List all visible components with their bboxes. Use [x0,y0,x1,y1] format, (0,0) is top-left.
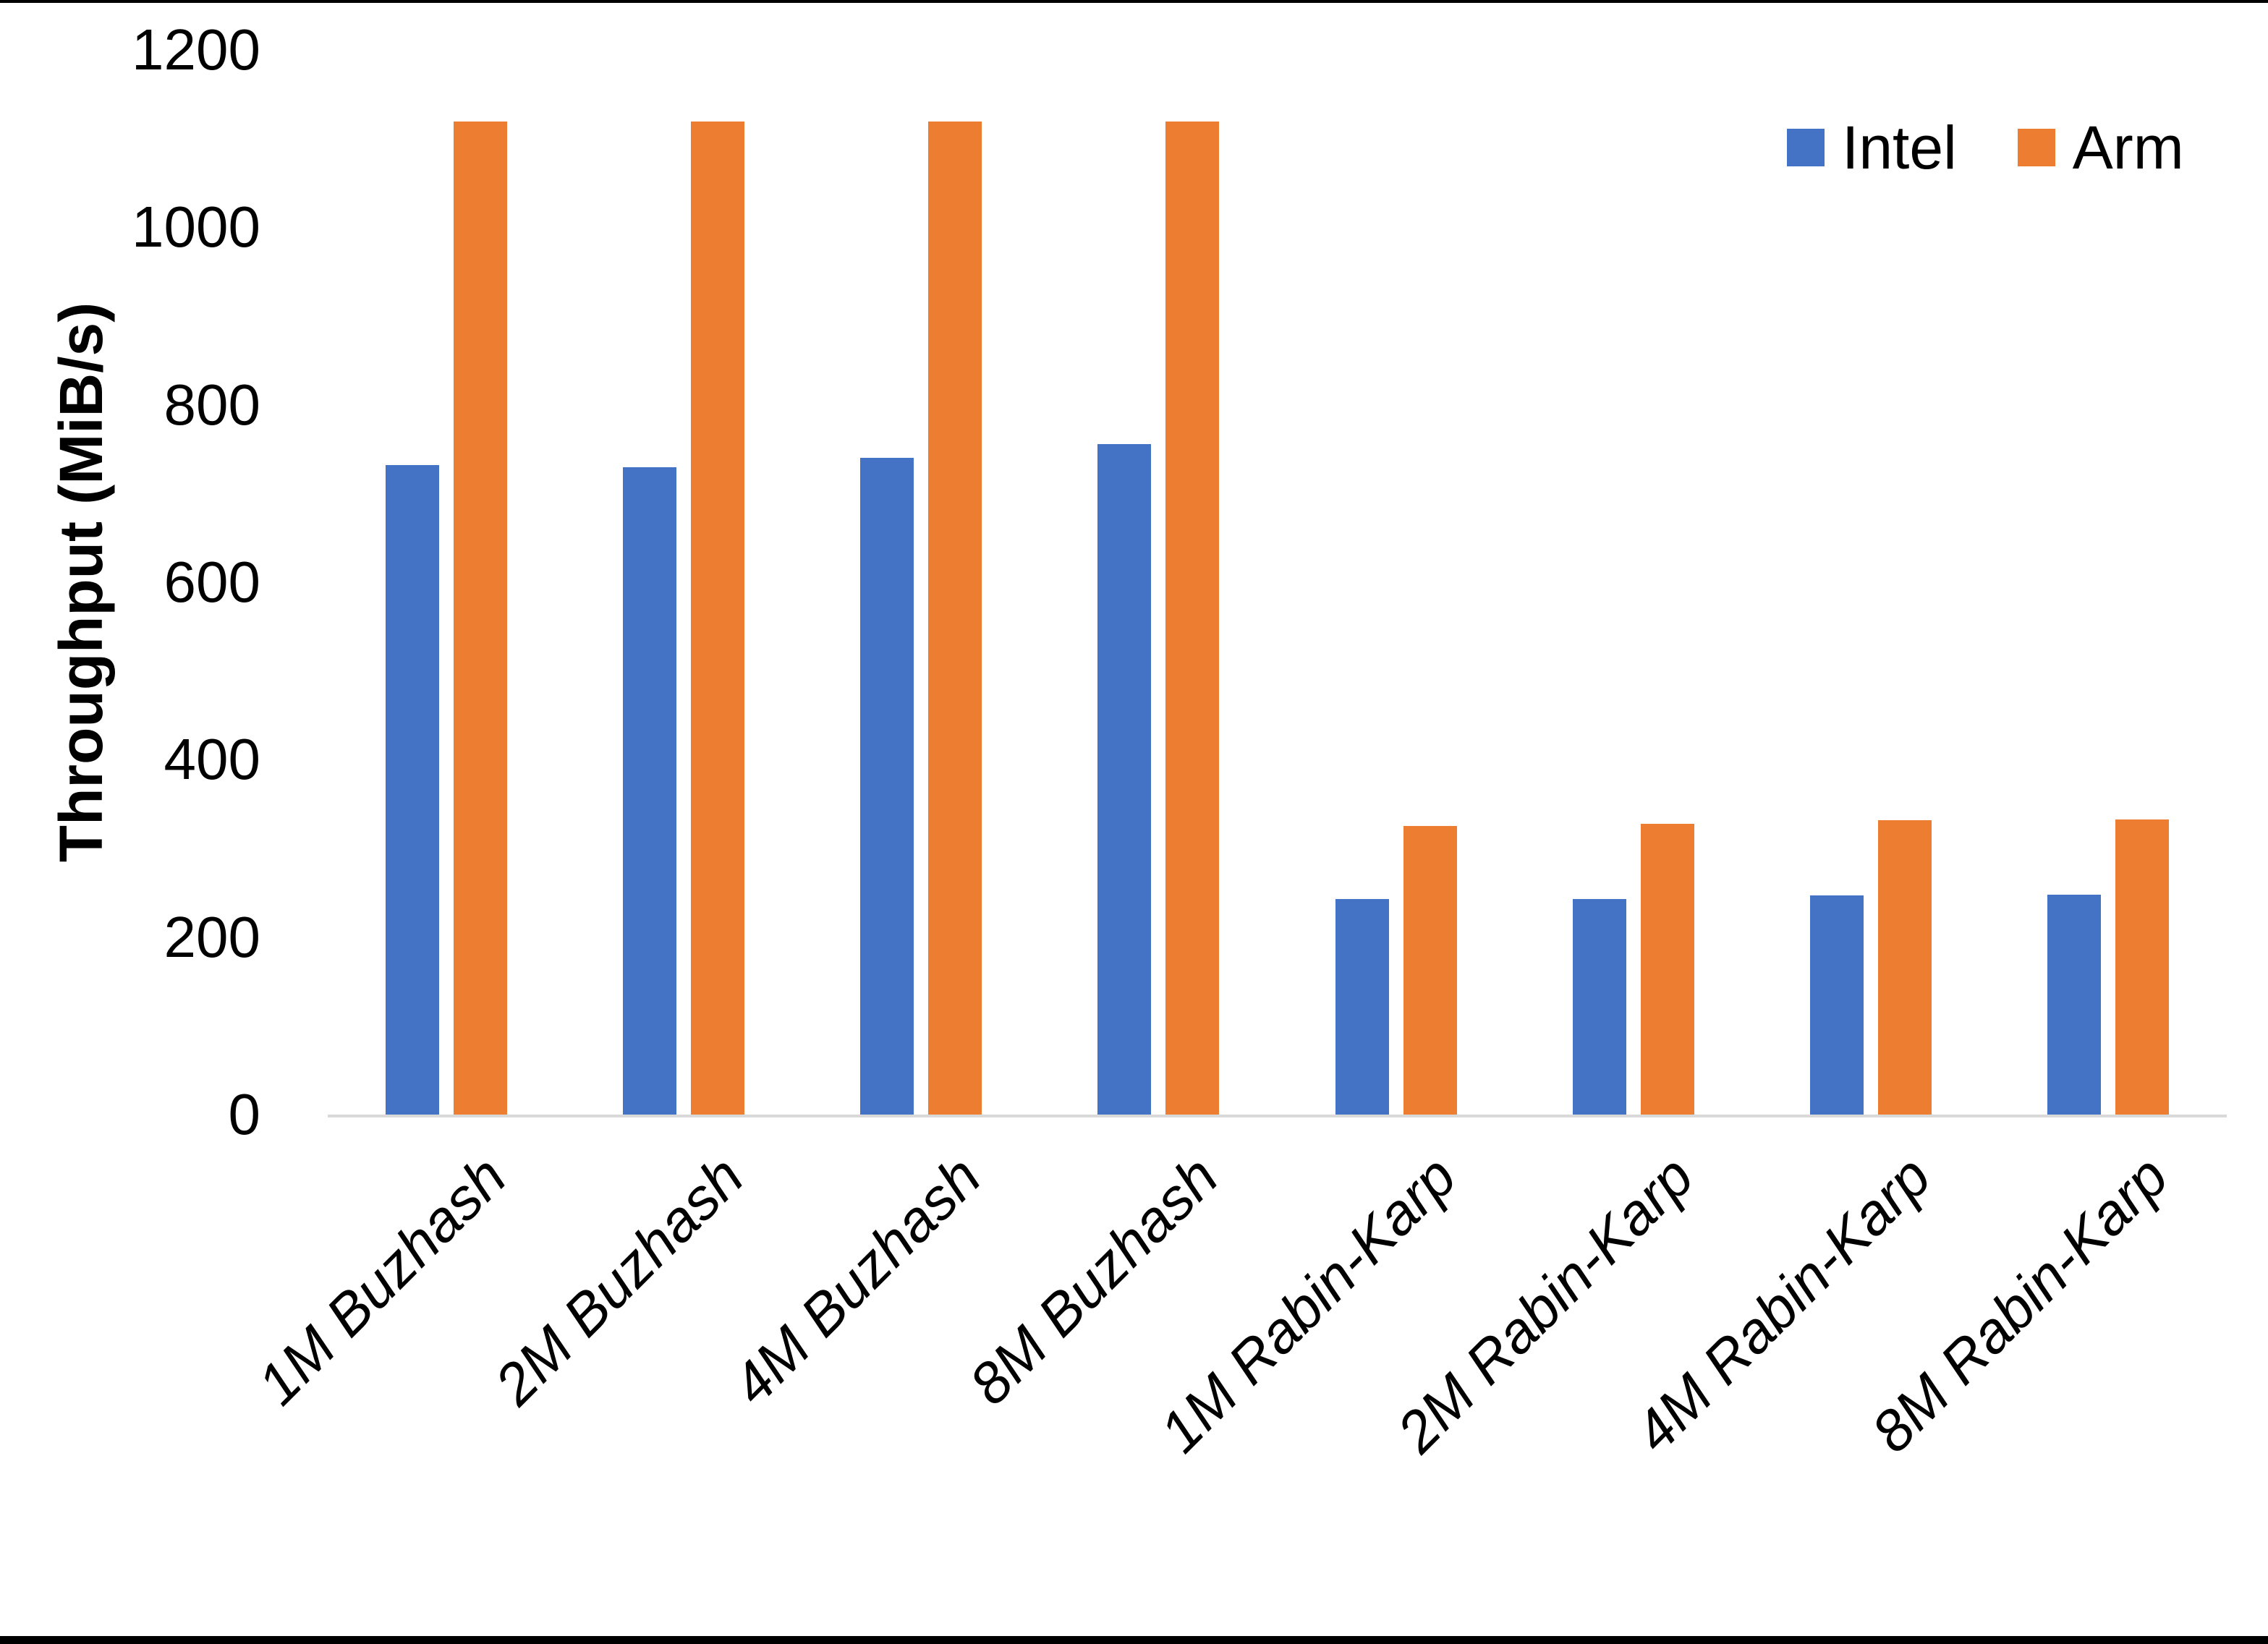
bottom-edge-line [0,1636,2268,1644]
bar-intel-2m-buzhash [623,467,677,1115]
bar-series-area [328,50,2227,1115]
x-label-slot: 8M Rabin-Karp [1859,1143,2268,1464]
y-tick-label-400: 400 [163,727,260,792]
bar-group-4m-buzhash [802,50,1040,1115]
bar-arm-8m-buzhash [1165,122,1220,1115]
bar-intel-4m-rabin-karp [1809,895,1864,1115]
plot-area [328,50,2227,1117]
bar-intel-2m-rabin-karp [1572,898,1626,1115]
bar-group-4m-rabin-karp [1752,50,1989,1115]
legend-swatch-arm [2017,129,2055,166]
bar-intel-1m-rabin-karp [1335,898,1389,1115]
legend-label-arm: Arm [2072,114,2184,182]
bar-arm-2m-rabin-karp [1640,823,1694,1115]
y-tick-label-200: 200 [163,904,260,969]
y-tick-label-1200: 1200 [132,17,260,82]
bar-arm-1m-buzhash [454,122,508,1115]
top-edge-line [0,0,2268,3]
y-tick-label-0: 0 [228,1082,261,1146]
legend-swatch-intel [1787,129,1825,166]
legend-label-intel: Intel [1842,114,1957,182]
y-tick-label-600: 600 [163,550,260,614]
x-axis-category-labels: 1M Buzhash 2M Buzhash 4M Buzhash 8M Buzhash… [245,1117,2227,1588]
bar-intel-8m-buzhash [1097,443,1152,1115]
x-category-label-1m-buzhash: 1M Buzhash [245,1143,519,1417]
legend: Intel Arm [1787,117,2184,178]
bar-group-2m-buzhash [565,50,802,1115]
bar-intel-1m-buzhash [386,465,440,1115]
bar-group-8m-buzhash [1040,50,1277,1115]
bar-group-1m-rabin-karp [1278,50,1515,1115]
bar-group-8m-rabin-karp [1989,50,2227,1115]
bar-arm-2m-buzhash [691,122,745,1115]
bar-intel-4m-buzhash [860,458,914,1115]
bar-intel-8m-rabin-karp [2047,894,2101,1115]
bar-arm-1m-rabin-karp [1403,826,1457,1115]
legend-item-arm: Arm [2017,114,2184,182]
bar-group-2m-rabin-karp [1515,50,1752,1115]
bar-group-1m-buzhash [328,50,565,1115]
bar-arm-4m-rabin-karp [1877,819,1932,1115]
bar-arm-8m-rabin-karp [2115,819,2169,1115]
bar-arm-4m-buzhash [928,122,982,1115]
legend-item-intel: Intel [1787,117,1957,178]
y-tick-label-1000: 1000 [132,195,260,260]
y-tick-label-800: 800 [163,372,260,437]
